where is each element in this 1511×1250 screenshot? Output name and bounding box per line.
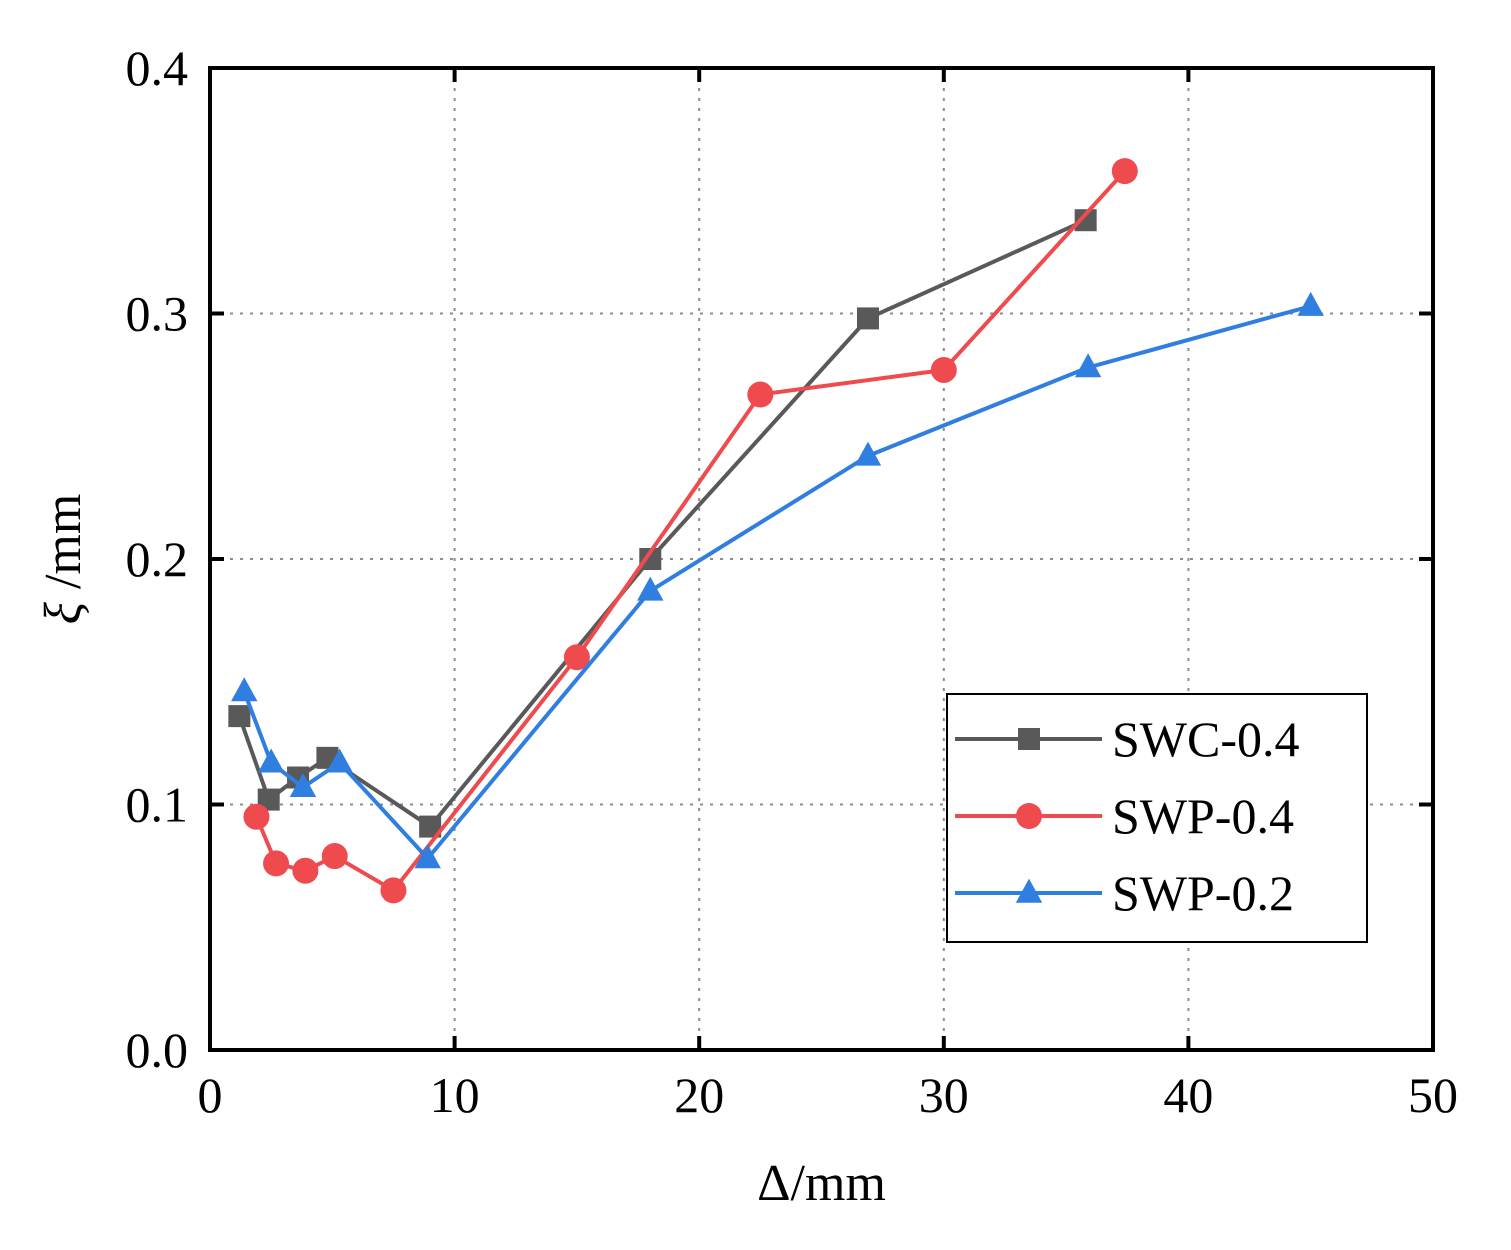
legend-marker-swc-0-4 <box>1018 728 1040 750</box>
y-axis-title: ξ /mm <box>35 494 92 625</box>
legend-marker-swp-0-4 <box>1016 803 1042 829</box>
series-swp-0-2 <box>231 291 1324 869</box>
y-axis-symbol: ξ <box>35 601 92 624</box>
y-tick-label: 0.3 <box>126 286 189 342</box>
data-point-swp-0-2 <box>257 748 285 773</box>
data-point-swp-0-2 <box>231 677 258 702</box>
data-point-swp-0-2 <box>289 772 317 798</box>
data-point-swc-0-4 <box>228 705 251 728</box>
x-axis-title: Δ/mm <box>757 1155 886 1212</box>
data-point-swp-0-4 <box>263 850 290 877</box>
data-point-swp-0-4 <box>747 381 774 408</box>
x-tick-label: 20 <box>674 1067 724 1123</box>
data-point-swc-0-4 <box>257 788 280 811</box>
legend: SWC-0.4 SWP-0.4 SWP-0.2 <box>946 693 1368 943</box>
data-point-swc-0-4 <box>856 307 879 330</box>
data-point-swp-0-4 <box>292 857 319 884</box>
series-group <box>228 158 1324 904</box>
data-point-swp-0-2 <box>854 441 882 466</box>
data-point-swp-0-4 <box>1111 158 1138 185</box>
x-tick-label: 30 <box>919 1067 969 1123</box>
data-point-swp-0-2 <box>326 748 353 773</box>
x-tick-label: 10 <box>430 1067 480 1123</box>
data-point-swp-0-2 <box>1074 353 1102 378</box>
data-point-swp-0-2 <box>414 844 441 869</box>
y-tick-label: 0.2 <box>126 531 189 587</box>
data-point-swp-0-2 <box>637 576 664 601</box>
series-swp-0-4 <box>243 158 1138 904</box>
y-tick-label: 0.0 <box>126 1022 189 1078</box>
y-axis-unit: /mm <box>35 494 92 602</box>
y-tick-label: 0.1 <box>126 777 189 833</box>
data-point-swp-0-4 <box>930 356 957 383</box>
data-point-swp-0-4 <box>380 877 407 904</box>
data-point-swp-0-4 <box>321 843 348 870</box>
x-tick-label: 40 <box>1163 1067 1213 1123</box>
legend-marker-swp-0-2 <box>1015 878 1043 903</box>
ticks: 0 10 20 30 40 50 0.0 0.1 0.2 0.3 0.4 <box>126 40 1459 1123</box>
data-point-swc-0-4 <box>639 548 662 570</box>
legend-label-swc-0-4: SWC-0.4 <box>1112 711 1300 767</box>
y-tick-label: 0.4 <box>126 40 189 96</box>
data-point-swp-0-4 <box>563 644 590 671</box>
data-point-swp-0-4 <box>243 803 270 830</box>
series-swc-0-4 <box>228 209 1097 838</box>
legend-label-swp-0-2: SWP-0.2 <box>1112 865 1294 921</box>
data-point-swc-0-4 <box>1074 209 1097 232</box>
data-point-swc-0-4 <box>419 815 442 838</box>
legend-label-swp-0-4: SWP-0.4 <box>1112 788 1294 844</box>
x-tick-label: 0 <box>198 1067 223 1123</box>
data-point-swp-0-2 <box>1297 291 1324 316</box>
x-tick-label: 50 <box>1408 1067 1458 1123</box>
